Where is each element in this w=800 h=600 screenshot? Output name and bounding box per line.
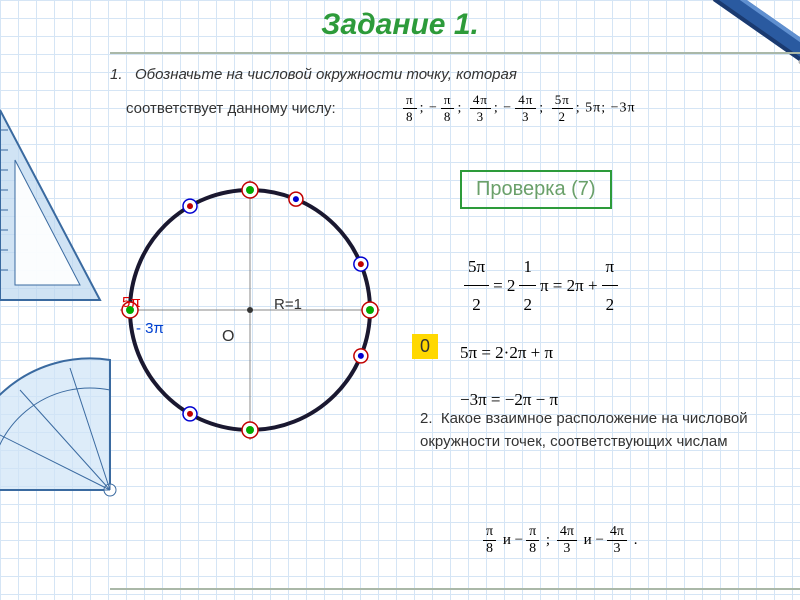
- circle-label-minus-3pi: - 3π: [136, 320, 164, 337]
- circle-label-zero: 0: [412, 334, 438, 359]
- page-title: Задание 1.: [321, 8, 479, 42]
- circle-label-5pi: 5π: [122, 294, 141, 311]
- circle-label-radius: R=1: [274, 296, 302, 313]
- circle-label-origin: О: [222, 328, 234, 346]
- task1-values: π8; −π8; 4π3; −4π3; 5π2; 5π; −3π: [400, 92, 636, 125]
- worked-formulas: 5π2 = 2 12 π = 2π + π2 5π = 2·2π + π −3π…: [460, 248, 622, 429]
- unit-circle-diagram: [100, 160, 400, 460]
- task2-text: 2. Какое взаимное расположение на числов…: [420, 408, 750, 453]
- verify-button[interactable]: Проверка (7): [460, 170, 612, 209]
- task2-values: π8 и −π8 ; 4π3 и −4π3 .: [480, 524, 637, 557]
- divider-top: [110, 52, 800, 54]
- task1-text-line1: 1. Обозначьте на числовой окружности точ…: [110, 66, 780, 83]
- task1-text-line2: соответствует данному числу:: [126, 100, 336, 117]
- divider-bottom: [110, 588, 800, 590]
